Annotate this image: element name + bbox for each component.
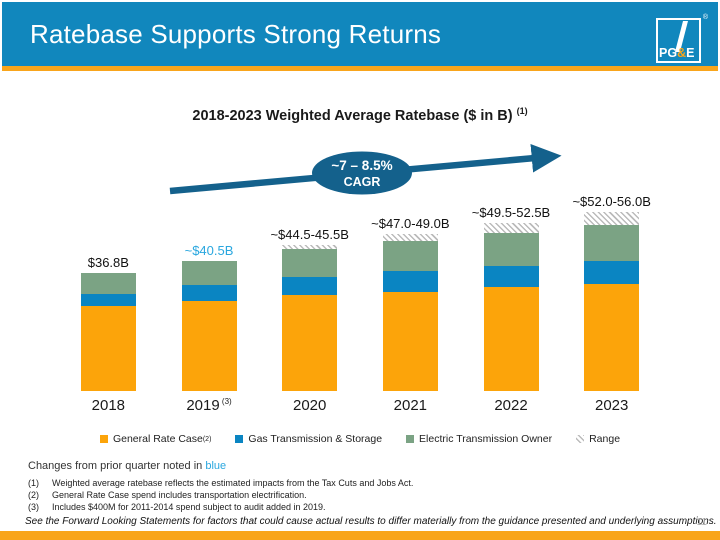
x-axis-label-2022: 2022 bbox=[494, 397, 528, 414]
footnote: (1) Weighted average ratebase reflects th… bbox=[28, 477, 700, 489]
footnote-number: (1) bbox=[28, 478, 39, 488]
legend-label: Range bbox=[589, 433, 621, 445]
page-title: Ratebase Supports Strong Returns bbox=[30, 19, 442, 49]
bar-column-2019: ~$40.5B bbox=[159, 150, 260, 391]
bar-segment-range bbox=[382, 234, 438, 241]
x-axis-label-2019: 2019 (3) bbox=[186, 397, 232, 414]
pge-logo-art: PG&E bbox=[659, 21, 694, 60]
bar-column-2022: ~$49.5-52.5B bbox=[461, 150, 562, 391]
pge-logo-text: PG&E bbox=[659, 46, 694, 60]
bar-segment-electric-transmission-owner bbox=[80, 273, 136, 295]
bar-segment-general-rate-case bbox=[181, 301, 237, 391]
bar-value-label: ~$52.0-56.0B bbox=[572, 193, 651, 209]
legend-label: General Rate Case bbox=[112, 433, 203, 445]
bar-segment-gas-transmission-storage bbox=[382, 271, 438, 292]
bar-segment-general-rate-case bbox=[282, 295, 338, 391]
footnote-text: General Rate Case spend includes transpo… bbox=[52, 490, 307, 500]
legend-swatch-electric-transmission-owner bbox=[406, 435, 415, 443]
header-accent-line bbox=[2, 66, 718, 71]
bar-column-2018: $36.8B bbox=[58, 150, 159, 391]
legend-item-gas-transmission-storage: Gas Transmission & Storage bbox=[235, 433, 382, 445]
forward-looking-disclaimer: See the Forward Looking Statements for f… bbox=[25, 516, 717, 527]
legend-label: Gas Transmission & Storage bbox=[248, 433, 383, 445]
footnote-text: Weighted average ratebase reflects the e… bbox=[52, 478, 414, 488]
footnotes: Changes from prior quarter noted in blue… bbox=[28, 460, 700, 513]
legend-item-electric-transmission-owner: Electric Transmission Owner bbox=[406, 433, 552, 445]
stacked-bar-2022 bbox=[483, 223, 539, 391]
stacked-bar-2018 bbox=[80, 273, 136, 391]
x-axis-label-2020: 2020 bbox=[292, 397, 327, 414]
bar-value-label: ~$47.0-49.0B bbox=[371, 216, 450, 232]
stacked-bar-2023 bbox=[584, 211, 640, 391]
footnote: (3) Includes $400M for 2011-2014 spend su… bbox=[28, 501, 700, 513]
lightning-bolt-icon bbox=[675, 21, 688, 52]
chart-title-footnote-ref: (1) bbox=[516, 106, 528, 116]
chart-legend: General Rate Case (2) Gas Transmission & … bbox=[0, 433, 720, 445]
legend-swatch-gas-transmission-storage bbox=[235, 435, 244, 443]
page-number: 11 bbox=[696, 517, 707, 528]
legend-swatch-range bbox=[576, 435, 585, 443]
chart-title: 2018-2023 Weighted Average Ratebase ($ i… bbox=[0, 106, 720, 124]
bar-segment-general-rate-case bbox=[584, 283, 640, 391]
chart-title-text: 2018-2023 Weighted Average Ratebase ($ i… bbox=[192, 107, 513, 124]
numbered-footnotes: (1) Weighted average ratebase reflects th… bbox=[28, 477, 700, 513]
bar-value-label: ~$49.5-52.5B bbox=[471, 205, 551, 221]
stacked-bar-2021 bbox=[382, 234, 438, 391]
bar-segment-electric-transmission-owner bbox=[282, 248, 338, 278]
bar-chart: $36.8B ~$40.5B ~$44.5-45.5B ~$47.0-49.0B ~$4… bbox=[58, 150, 662, 391]
bar-segment-general-rate-case bbox=[483, 287, 539, 391]
bar-column-2020: ~$44.5-45.5B bbox=[259, 150, 360, 391]
bottom-accent-bar bbox=[0, 531, 720, 540]
bar-segment-range bbox=[282, 245, 338, 249]
footnote-number: (2) bbox=[28, 490, 39, 500]
bar-segment-general-rate-case bbox=[382, 291, 438, 391]
bar-segment-gas-transmission-storage bbox=[181, 285, 237, 302]
legend-item-range: Range bbox=[576, 433, 620, 445]
bar-segment-gas-transmission-storage bbox=[282, 277, 338, 295]
bar-value-label: $36.8B bbox=[87, 255, 129, 271]
change-note-text: Changes from prior quarter noted in bbox=[28, 460, 206, 472]
bar-column-2021: ~$47.0-49.0B bbox=[360, 150, 461, 391]
change-note-highlight: blue bbox=[205, 460, 227, 472]
bar-segment-gas-transmission-storage bbox=[584, 261, 640, 284]
bar-segment-electric-transmission-owner bbox=[181, 261, 237, 286]
x-axis-label-2023: 2023 bbox=[595, 397, 629, 414]
registered-mark: ® bbox=[702, 14, 708, 21]
x-axis-label-2021: 2021 bbox=[393, 397, 428, 414]
footnote: (2) General Rate Case spend includes tran… bbox=[28, 489, 700, 501]
stacked-bar-2019 bbox=[181, 261, 237, 391]
bar-segment-electric-transmission-owner bbox=[584, 224, 640, 262]
bar-value-label: ~$40.5B bbox=[184, 243, 234, 259]
footnote-text: Includes $400M for 2011-2014 spend subje… bbox=[52, 502, 326, 512]
bar-segment-electric-transmission-owner bbox=[483, 232, 539, 267]
pge-logo-box: PG&E bbox=[656, 18, 701, 63]
x-axis-labels: 2018 2019 (3) 2020 2021 2022 2023 bbox=[58, 397, 662, 414]
legend-swatch-general-rate-case bbox=[99, 435, 108, 443]
pge-logo: ® PG&E bbox=[656, 14, 708, 66]
bar-segment-gas-transmission-storage bbox=[80, 294, 136, 307]
stacked-bar-2020 bbox=[282, 245, 338, 391]
bar-segment-general-rate-case bbox=[80, 306, 136, 391]
legend-item-general-rate-case: General Rate Case (2) bbox=[99, 433, 211, 445]
footnote-number: (3) bbox=[28, 502, 39, 512]
legend-label: Electric Transmission Owner bbox=[419, 433, 553, 445]
bar-value-label: ~$44.5-45.5B bbox=[270, 227, 349, 243]
x-axis-label-2018: 2018 bbox=[91, 397, 126, 414]
year-footnote-ref: (3) bbox=[219, 397, 232, 406]
header-banner: Ratebase Supports Strong Returns ® PG&E bbox=[2, 2, 718, 66]
bar-segment-electric-transmission-owner bbox=[382, 240, 438, 272]
bar-segment-range bbox=[584, 211, 640, 225]
bar-segment-range bbox=[483, 223, 539, 233]
bar-column-2023: ~$52.0-56.0B bbox=[561, 150, 662, 391]
bar-segment-gas-transmission-storage bbox=[483, 266, 539, 287]
change-note: Changes from prior quarter noted in blue bbox=[28, 460, 700, 472]
